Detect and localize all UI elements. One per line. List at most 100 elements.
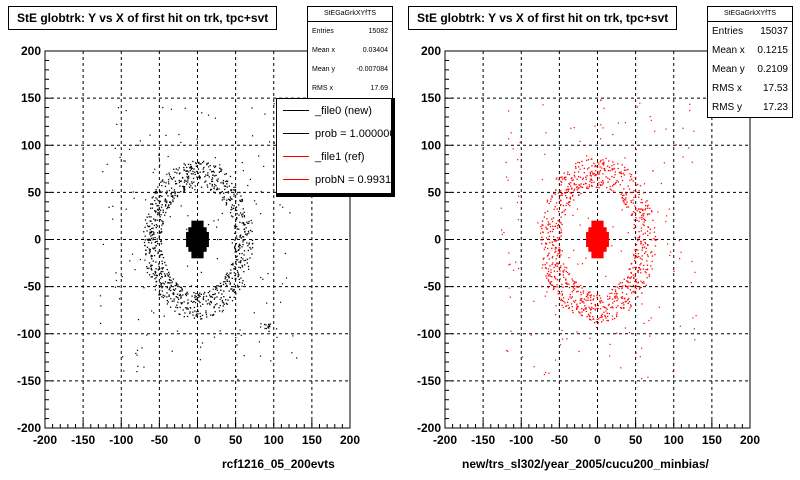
- scatter-point: [162, 221, 164, 223]
- scatter-point: [596, 165, 598, 168]
- scatter-point: [155, 202, 157, 205]
- scatter-point: [641, 282, 644, 284]
- scatter-point: [605, 186, 608, 189]
- scatter-point: [160, 275, 163, 278]
- scatter-point: [508, 287, 510, 289]
- scatter-point: [108, 206, 110, 208]
- scatter-point: [199, 171, 201, 173]
- scatter-point: [137, 318, 140, 321]
- scatter-point: [199, 315, 202, 318]
- scatter-point: [553, 270, 556, 272]
- scatter-point: [160, 240, 162, 242]
- scatter-point: [613, 168, 615, 170]
- scatter-point: [602, 173, 604, 175]
- scatter-point: [178, 313, 180, 315]
- scatter-point: [168, 278, 171, 281]
- scatter-point: [616, 332, 618, 334]
- scatter-point: [556, 286, 558, 288]
- scatter-point: [152, 273, 154, 275]
- scatter-point: [634, 194, 637, 196]
- scatter-point: [541, 236, 543, 238]
- x-tick-label: 50: [229, 433, 243, 447]
- scatter-point: [563, 178, 566, 180]
- scatter-point: [178, 298, 180, 300]
- scatter-point: [174, 285, 176, 287]
- scatter-point: [248, 268, 250, 270]
- tick-labels: -200 -150 -100 -50 0 50 100 150 200200150100500-…: [417, 44, 760, 447]
- scatter-point: [144, 235, 146, 237]
- scatter-point: [214, 297, 216, 299]
- x-tick-label: 200: [340, 433, 360, 447]
- scatter-point: [645, 272, 647, 274]
- scatter-point: [281, 283, 284, 285]
- scatter-point: [164, 275, 166, 278]
- scatter-point: [180, 190, 182, 193]
- scatter-point: [584, 305, 586, 307]
- scatter-point: [639, 286, 641, 288]
- scatter-point: [214, 293, 216, 295]
- scatter-point: [590, 296, 592, 298]
- scatter-point: [658, 306, 660, 308]
- scatter-point: [246, 234, 248, 236]
- scatter-point: [212, 313, 215, 316]
- scatter-point: [212, 314, 214, 316]
- scatter-point: [159, 164, 161, 166]
- scatter-point: [182, 185, 184, 188]
- scatter-point: [655, 239, 657, 242]
- scatter-point: [166, 207, 168, 210]
- scatter-point: [599, 166, 601, 168]
- scatter-point: [203, 291, 206, 294]
- scatter-point: [180, 286, 182, 289]
- scatter-point: [155, 197, 157, 199]
- scatter-point: [562, 297, 565, 299]
- scatter-point: [168, 204, 170, 206]
- scatter-point: [239, 288, 241, 291]
- scatter-point: [235, 256, 237, 258]
- scatter-point: [621, 286, 623, 288]
- scatter-point: [148, 226, 150, 228]
- scatter-point: [520, 250, 522, 252]
- tick-labels: -200 -150 -100 -50 0 50 100 150 200200150100500-…: [17, 44, 360, 447]
- scatter-point: [149, 207, 152, 209]
- scatter-point: [557, 225, 559, 227]
- scatter-point: [167, 155, 169, 158]
- scatter-point: [154, 210, 156, 212]
- scatter-point: [231, 204, 234, 206]
- scatter-point: [152, 238, 154, 241]
- scatter-point: [570, 177, 572, 180]
- scatter-point: [561, 250, 563, 252]
- scatter-point: [158, 235, 161, 237]
- scatter-point: [548, 258, 550, 260]
- scatter-point: [694, 271, 696, 273]
- scatter-point: [168, 294, 170, 296]
- left-stats-row: Mean x 0.03404: [312, 47, 388, 54]
- scatter-point: [614, 191, 616, 194]
- scatter-point: [552, 255, 554, 258]
- scatter-point: [562, 204, 564, 207]
- scatter-point: [582, 309, 585, 311]
- scatter-point: [243, 224, 245, 226]
- scatter-point: [211, 178, 213, 181]
- scatter-point: [559, 292, 561, 295]
- legend-entry: _file0 (new): [277, 99, 391, 122]
- scatter-point: [172, 288, 175, 291]
- scatter-point: [165, 201, 168, 204]
- scatter-point: [159, 254, 162, 256]
- scatter-point: [209, 303, 211, 306]
- scatter-point: [554, 206, 556, 208]
- scatter-point: [159, 256, 161, 258]
- scatter-point: [146, 222, 148, 225]
- scatter-point: [265, 327, 268, 330]
- scatter-point: [602, 159, 604, 161]
- scatter-point: [588, 186, 591, 188]
- scatter-point: [193, 181, 195, 183]
- scatter-point: [651, 268, 653, 270]
- scatter-point: [230, 189, 232, 191]
- scatter-point: [556, 237, 559, 239]
- scatter-point: [559, 274, 561, 276]
- scatter-point: [170, 193, 172, 195]
- scatter-point: [548, 252, 550, 254]
- scatter-point: [208, 302, 210, 304]
- scatter-point: [153, 274, 156, 276]
- scatter-point: [242, 241, 244, 243]
